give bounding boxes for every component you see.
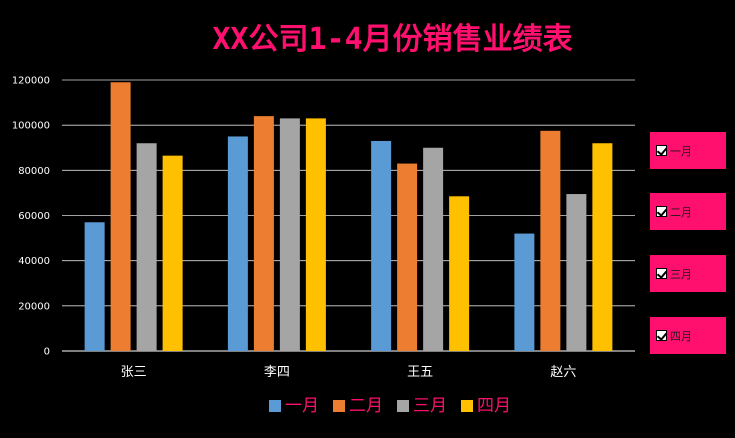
legend-swatch-mar bbox=[397, 400, 409, 412]
checkbox-checked-icon[interactable] bbox=[656, 145, 667, 156]
checkbox-checked-icon[interactable] bbox=[656, 268, 667, 279]
legend-label-jan: 一月 bbox=[285, 396, 319, 416]
bar bbox=[253, 116, 274, 351]
legend-entry-feb: 二月 bbox=[333, 396, 383, 416]
x-category-label: 张三 bbox=[121, 365, 147, 380]
x-category-label: 王五 bbox=[407, 365, 433, 380]
bar bbox=[540, 130, 561, 351]
legend: 一月 二月 三月 四月 bbox=[0, 396, 735, 416]
bar bbox=[397, 163, 418, 351]
legend-swatch-jan bbox=[269, 400, 281, 412]
bar bbox=[227, 136, 248, 351]
y-tick-label: 100000 bbox=[12, 121, 50, 132]
filter-label-mar: 三月 bbox=[670, 267, 692, 281]
bar bbox=[84, 222, 105, 351]
filter-checkbox-apr[interactable]: 四月 bbox=[650, 317, 726, 354]
x-axis-categories: 张三 李四 王五 赵六 bbox=[121, 365, 577, 380]
filter-label-jan: 一月 bbox=[670, 144, 692, 158]
bar bbox=[514, 233, 535, 351]
bar bbox=[449, 196, 470, 351]
bar bbox=[305, 118, 326, 352]
y-tick-label: 0 bbox=[44, 347, 50, 358]
bar bbox=[110, 82, 131, 351]
bar bbox=[279, 118, 300, 352]
bar bbox=[592, 143, 613, 351]
legend-entry-jan: 一月 bbox=[269, 396, 319, 416]
legend-swatch-apr bbox=[461, 400, 473, 412]
bar bbox=[371, 140, 392, 351]
x-category-label: 赵六 bbox=[550, 365, 576, 380]
checkbox-checked-icon[interactable] bbox=[656, 206, 667, 217]
filter-checkbox-mar[interactable]: 三月 bbox=[650, 255, 726, 292]
legend-entry-mar: 三月 bbox=[397, 396, 447, 416]
x-category-label: 李四 bbox=[264, 365, 290, 380]
legend-swatch-feb bbox=[333, 400, 345, 412]
filter-label-feb: 二月 bbox=[670, 205, 692, 219]
bars bbox=[84, 82, 613, 352]
legend-label-feb: 二月 bbox=[349, 396, 383, 416]
bar bbox=[136, 143, 157, 351]
legend-entry-apr: 四月 bbox=[461, 396, 511, 416]
checkbox-checked-icon[interactable] bbox=[656, 330, 667, 341]
legend-label-apr: 四月 bbox=[477, 396, 511, 416]
filter-checkbox-feb[interactable]: 二月 bbox=[650, 193, 726, 230]
filter-checkbox-jan[interactable]: 一月 bbox=[650, 132, 726, 169]
y-tick-label: 80000 bbox=[18, 166, 50, 177]
legend-label-mar: 三月 bbox=[413, 396, 447, 416]
y-axis-ticks: 0 20000 40000 60000 80000 100000 120000 bbox=[12, 76, 50, 358]
bar bbox=[162, 155, 183, 351]
bar bbox=[566, 194, 587, 351]
y-tick-label: 20000 bbox=[18, 301, 50, 312]
y-tick-label: 120000 bbox=[12, 76, 50, 87]
y-tick-label: 40000 bbox=[18, 256, 50, 267]
filter-label-apr: 四月 bbox=[670, 329, 692, 343]
bar bbox=[423, 147, 444, 351]
gridlines bbox=[62, 79, 635, 352]
y-tick-label: 60000 bbox=[18, 211, 50, 222]
